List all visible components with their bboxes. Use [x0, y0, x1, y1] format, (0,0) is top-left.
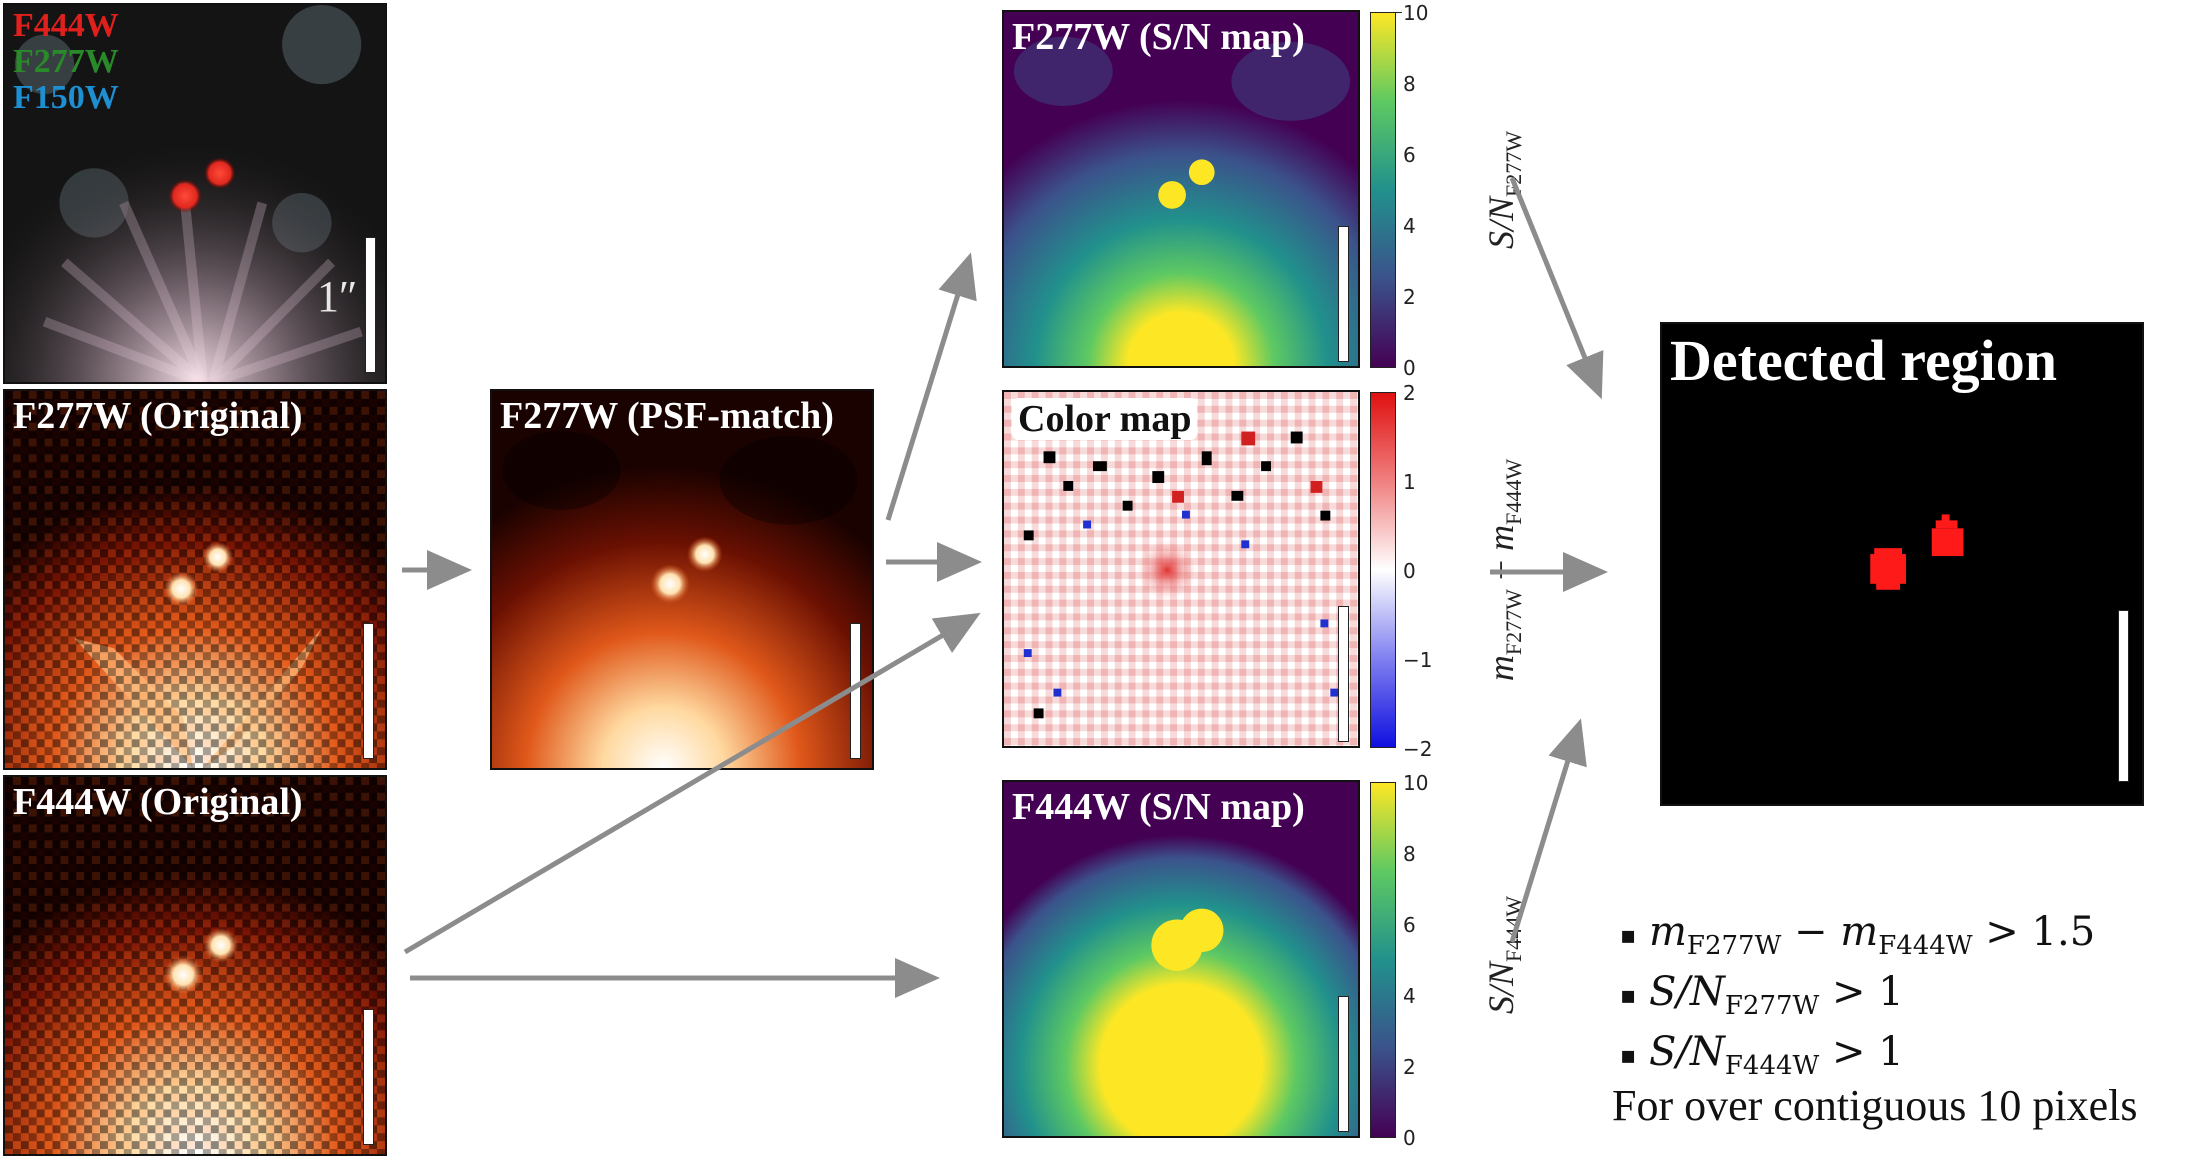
- colorbar-tick: 2: [1403, 285, 1416, 309]
- colorbar-tick: 8: [1403, 72, 1416, 96]
- f277w-original-panel: F277W (Original): [3, 389, 387, 770]
- arrow-sn277-to-detected: [1509, 177, 1604, 400]
- colorbar-label-sn-f444w: S/NF444W: [1481, 896, 1527, 1015]
- detected-region-panel: Detected region: [1660, 322, 2144, 806]
- colorbar-tick: 2: [1403, 1055, 1416, 1079]
- panel-title: F444W (S/N map): [1012, 786, 1305, 828]
- f277w-original-image: [5, 391, 385, 768]
- panel-title: F444W (Original): [13, 781, 303, 823]
- colorbar-tick: −2: [1403, 737, 1433, 761]
- f277w-psf-match-image: [492, 391, 872, 768]
- f444w-sn-map-image: [1004, 782, 1358, 1136]
- tick-mark: [1396, 12, 1402, 13]
- f444w-original-panel: F444W (Original): [3, 775, 387, 1156]
- legend-f277w: F277W: [13, 43, 119, 80]
- legend-f444w: F444W: [13, 7, 119, 44]
- scale-bar: [365, 237, 376, 373]
- f277w-sn-map-panel: F277W (S/N map): [1002, 10, 1360, 368]
- panel-title: Detected region: [1670, 328, 2058, 393]
- colorbar-tick: 2: [1403, 381, 1416, 405]
- scale-bar: [2118, 610, 2129, 782]
- scale-bar: [1338, 226, 1349, 362]
- colorbar-tick: 8: [1403, 842, 1416, 866]
- colorbar-color: [1370, 392, 1396, 748]
- colorbar-tick: 6: [1403, 913, 1416, 937]
- f277w-sn-map-image: [1004, 12, 1358, 366]
- color-map-panel: Color map: [1002, 390, 1360, 748]
- colorbar-tick: 0: [1403, 1126, 1416, 1150]
- colorbar-tick: 0: [1403, 559, 1416, 583]
- contiguity-note: For over contiguous 10 pixels: [1612, 1081, 2138, 1130]
- colorbar-tick: 4: [1403, 214, 1416, 238]
- scale-label: 1″: [317, 272, 358, 321]
- criterion-sn-f277w: ▪ S/NF277W > 1: [1620, 969, 1904, 1021]
- panel-title: F277W (Original): [13, 395, 303, 437]
- color-map-image: [1004, 392, 1358, 746]
- colorbar-tick: −1: [1403, 648, 1433, 672]
- f444w-original-image: [5, 777, 385, 1154]
- colorbar-tick: 4: [1403, 984, 1416, 1008]
- detected-pixels: [1870, 514, 1964, 590]
- colorbar-tick: 6: [1403, 143, 1416, 167]
- colorbar-tick: 10: [1403, 1, 1429, 25]
- panel-title: F277W (PSF-match): [500, 395, 834, 437]
- colorbar-tick: 1: [1403, 470, 1416, 494]
- scale-bar: [850, 623, 861, 759]
- scale-bar: [363, 623, 374, 759]
- rgb-composite-image: [5, 5, 385, 382]
- colorbar-tick: 10: [1403, 771, 1429, 795]
- legend-f150w: F150W: [13, 79, 119, 116]
- criterion-sn-f444w: ▪ S/NF444W > 1: [1620, 1029, 1904, 1081]
- criterion-color: ▪ mF277W − mF444W > 1.5: [1620, 909, 2096, 961]
- colorbar-label-sn-f277w: S/NF277W: [1481, 131, 1527, 250]
- detected-region-image: [1662, 324, 2142, 804]
- panel-title: F277W (S/N map): [1012, 16, 1305, 58]
- scale-bar: [1338, 996, 1349, 1132]
- colorbar-sn-f444w: [1370, 782, 1396, 1138]
- scale-bar: [1338, 606, 1349, 742]
- panel-title: Color map: [1012, 398, 1198, 440]
- arrow-psf-to-sn277: [885, 252, 977, 521]
- colorbar-sn-f277w: [1370, 12, 1396, 368]
- colorbar-label-color: mF277W − mF444W: [1481, 458, 1527, 682]
- f277w-psf-match-panel: F277W (PSF-match): [490, 389, 874, 770]
- f444w-sn-map-panel: F444W (S/N map): [1002, 780, 1360, 1138]
- colorbar-tick: 0: [1403, 356, 1416, 380]
- rgb-composite-panel: F444W F277W F150W 1″: [3, 3, 387, 384]
- scale-bar: [363, 1009, 374, 1145]
